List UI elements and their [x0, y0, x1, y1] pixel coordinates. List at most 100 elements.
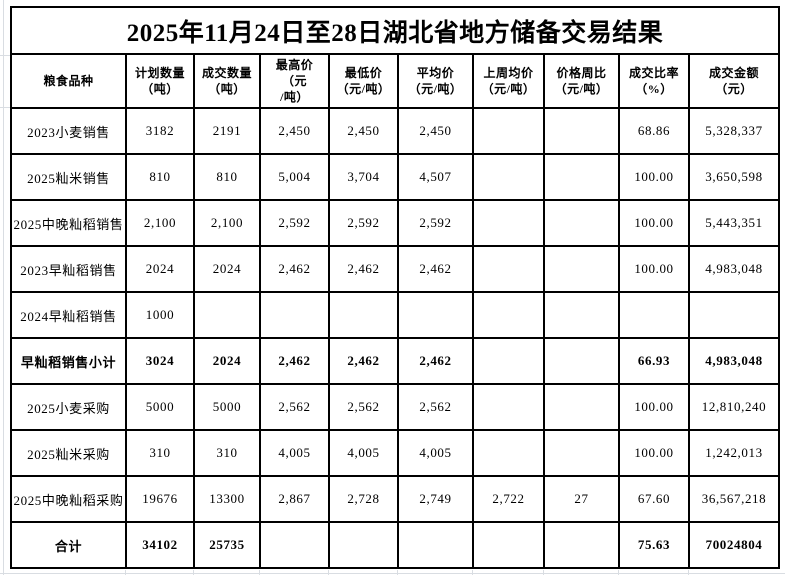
cell: 2,462: [328, 337, 399, 385]
cell: 1000: [125, 291, 195, 339]
cell: 66.93: [618, 337, 690, 385]
sheet-gridline: [0, 107, 10, 108]
cell: 310: [193, 429, 261, 477]
cell: [472, 337, 545, 385]
cell: 3,650,598: [688, 153, 780, 201]
page-title: 2025年11月24日至28日湖北省地方储备交易结果: [10, 6, 780, 55]
cell: [472, 383, 545, 431]
cell: 4,005: [259, 429, 330, 477]
cell: 5,443,351: [688, 199, 780, 247]
sheet-gridline: [472, 570, 473, 575]
cell-grain-variety: 早籼稻销售小计: [10, 337, 127, 385]
col-header-planned-qty: 计划数量 （吨）: [125, 53, 195, 109]
cell: 100.00: [618, 245, 690, 293]
cell-grain-variety: 2025籼米采购: [10, 429, 127, 477]
sheet-gridline: [688, 570, 689, 575]
cell: 100.00: [618, 153, 690, 201]
cell: [472, 291, 545, 339]
cell: 3,704: [328, 153, 399, 201]
cell: 70024804: [688, 521, 780, 569]
cell: 310: [125, 429, 195, 477]
cell: 2,100: [193, 199, 261, 247]
cell: 4,005: [328, 429, 399, 477]
cell-grain-variety: 2023小麦销售: [10, 107, 127, 155]
col-header-grain-variety: 粮食品种: [10, 53, 127, 109]
cell: 2,450: [328, 107, 399, 155]
cell: 2,462: [397, 245, 474, 293]
cell: [472, 153, 545, 201]
cell: 2,100: [125, 199, 195, 247]
cell: 67.60: [618, 475, 690, 523]
results-table: 2025年11月24日至28日湖北省地方储备交易结果 粮食品种 计划数量 （吨）…: [10, 6, 780, 569]
cell: 810: [125, 153, 195, 201]
cell: 12,810,240: [688, 383, 780, 431]
cell-grain-variety: 2025小麦采购: [10, 383, 127, 431]
table-row: 2025籼米采购 310 310 4,005 4,005 4,005 100.0…: [10, 429, 780, 477]
cell: 2,462: [259, 337, 330, 385]
cell: [472, 521, 545, 569]
sheet-gridline: [397, 570, 398, 575]
cell: 2,592: [259, 199, 330, 247]
table-row: 2025中晚籼稻采购 19676 13300 2,867 2,728 2,749…: [10, 475, 780, 523]
cell-grain-variety: 2024早籼稻销售: [10, 291, 127, 339]
table-row: 2025小麦采购 5000 5000 2,562 2,562 2,562 100…: [10, 383, 780, 431]
table-row: 2023早籼稻销售 2024 2024 2,462 2,462 2,462 10…: [10, 245, 780, 293]
sheet-gridline: [618, 570, 619, 575]
cell-grain-variety: 2025中晚籼稻采购: [10, 475, 127, 523]
cell: 2,450: [397, 107, 474, 155]
cell: 100.00: [618, 199, 690, 247]
cell: [472, 429, 545, 477]
cell: 5,004: [259, 153, 330, 201]
table-row: 2025籼米销售 810 810 5,004 3,704 4,507 100.0…: [10, 153, 780, 201]
cell-grain-variety: 2025籼米销售: [10, 153, 127, 201]
cell-grain-variety: 2025中晚籼稻销售: [10, 199, 127, 247]
cell: 2,462: [259, 245, 330, 293]
cell: 2024: [193, 245, 261, 293]
cell: [328, 521, 399, 569]
title-row: 2025年11月24日至28日湖北省地方储备交易结果: [10, 6, 780, 55]
cell: [397, 521, 474, 569]
cell: [618, 291, 690, 339]
cell: 2,462: [328, 245, 399, 293]
cell: 5000: [193, 383, 261, 431]
cell: 3024: [125, 337, 195, 385]
cell: 2,462: [397, 337, 474, 385]
sheet-gridline: [0, 573, 785, 574]
cell: [472, 199, 545, 247]
sheet-gridline: [0, 55, 10, 56]
col-header-avg-price: 平均价 （元/吨）: [397, 53, 474, 109]
cell: [397, 291, 474, 339]
cell: [472, 107, 545, 155]
cell: [543, 199, 620, 247]
subtotal-row: 早籼稻销售小计 3024 2024 2,462 2,462 2,462 66.9…: [10, 337, 780, 385]
cell: [688, 291, 780, 339]
cell: 2,450: [259, 107, 330, 155]
sheet-gridline: [259, 570, 260, 575]
cell: 27: [543, 475, 620, 523]
cell: [543, 429, 620, 477]
cell: 4,005: [397, 429, 474, 477]
cell: 2,722: [472, 475, 545, 523]
cell: 36,567,218: [688, 475, 780, 523]
cell: [543, 337, 620, 385]
sheet-gridline: [193, 570, 194, 575]
cell: 4,983,048: [688, 337, 780, 385]
cell: 2,728: [328, 475, 399, 523]
cell: 75.63: [618, 521, 690, 569]
cell: 2024: [193, 337, 261, 385]
col-header-min-price: 最低价 （元/吨）: [328, 53, 399, 109]
col-header-deal-ratio: 成交比率 （%）: [618, 53, 690, 109]
cell-grain-variety: 2023早籼稻销售: [10, 245, 127, 293]
cell: 2,592: [328, 199, 399, 247]
cell: 2,562: [259, 383, 330, 431]
cell: 100.00: [618, 383, 690, 431]
cell: 13300: [193, 475, 261, 523]
cell: [472, 245, 545, 293]
cell: 2191: [193, 107, 261, 155]
col-header-price-wow: 价格周比 （元/吨）: [543, 53, 620, 109]
cell: 5000: [125, 383, 195, 431]
cell: [543, 153, 620, 201]
cell: 25735: [193, 521, 261, 569]
col-header-deal-amount: 成交金额 （元）: [688, 53, 780, 109]
